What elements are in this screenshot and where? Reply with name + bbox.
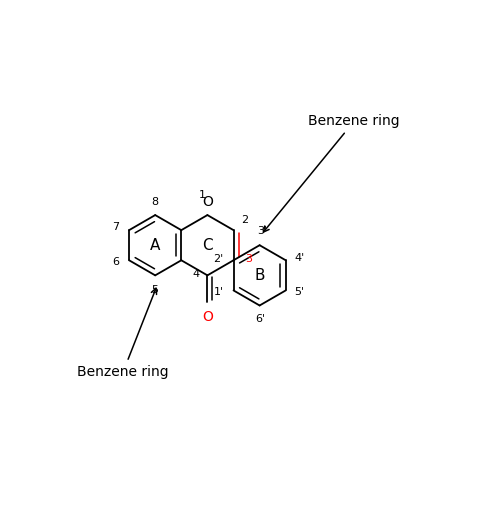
Text: B: B [254, 268, 265, 283]
Text: 2: 2 [242, 215, 248, 225]
Text: 4': 4' [294, 254, 304, 263]
Text: 8: 8 [152, 197, 159, 207]
Text: 1: 1 [199, 190, 206, 200]
Text: 5: 5 [150, 285, 158, 295]
Text: O: O [202, 195, 213, 209]
Text: 6: 6 [112, 257, 119, 267]
Text: 4: 4 [192, 269, 200, 279]
Text: O: O [202, 310, 213, 324]
Text: 2': 2' [214, 254, 224, 264]
Text: 7: 7 [112, 222, 119, 232]
Text: Benzene ring: Benzene ring [78, 288, 169, 379]
Text: 6': 6' [256, 314, 266, 324]
Text: C: C [202, 238, 212, 252]
Text: Benzene ring: Benzene ring [264, 114, 400, 232]
Text: 3': 3' [257, 226, 267, 236]
Text: 3: 3 [245, 255, 252, 264]
Text: A: A [150, 238, 160, 252]
Text: 1': 1' [214, 287, 224, 297]
Text: 5': 5' [294, 287, 304, 297]
